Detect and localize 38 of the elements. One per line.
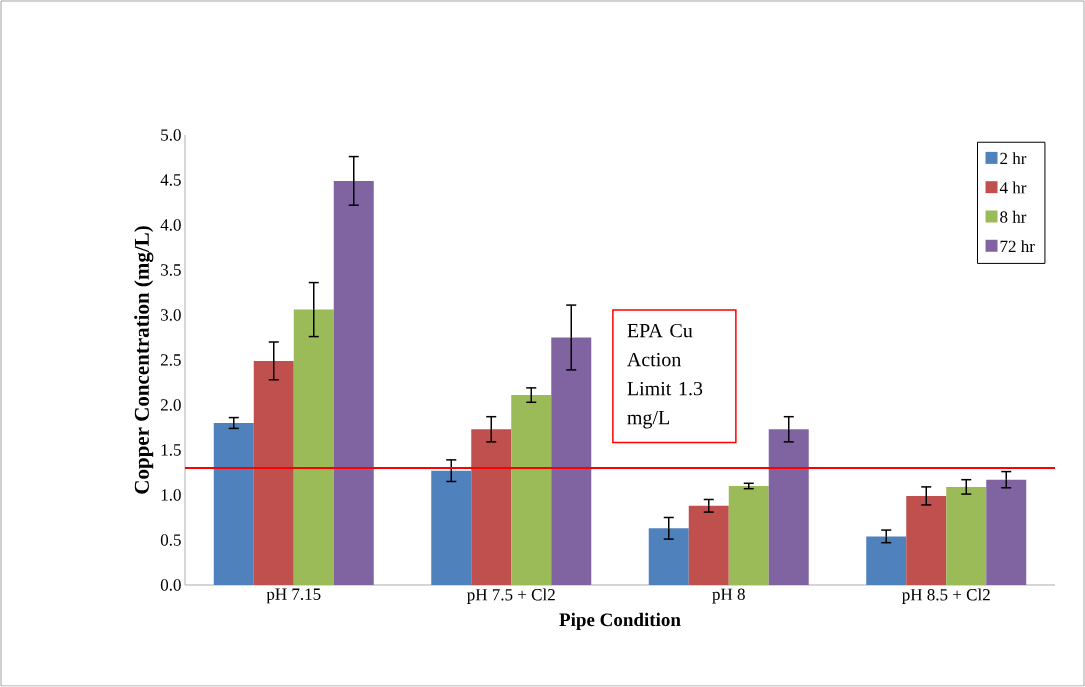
- y-tick-label: 2.5: [160, 354, 181, 366]
- y-tick-label: 1.0: [161, 489, 181, 501]
- bar: [648, 528, 689, 585]
- y-tick-label: 5.0: [161, 129, 181, 141]
- x-tick-label: pH 8.5 + Cl2: [902, 588, 990, 604]
- x-tick-label: pH 8: [712, 588, 745, 604]
- bar: [213, 422, 254, 585]
- x-tick-label: pH 7.5 + Cl2: [467, 588, 555, 604]
- legend-label: 72 hr: [1000, 240, 1035, 252]
- y-tick-label: 3.5: [161, 264, 181, 276]
- legend-label: 2 hr: [1000, 152, 1027, 165]
- legend-label: 8 hr: [1000, 210, 1027, 223]
- bar: [431, 470, 472, 585]
- y-tick-label: 4.0: [160, 219, 181, 231]
- bar: [551, 337, 592, 585]
- bar: [253, 360, 294, 585]
- bar: [906, 495, 947, 585]
- bar: [333, 180, 374, 585]
- bar: [471, 429, 512, 585]
- legend-label: 4 hr: [999, 181, 1027, 194]
- x-tick-label: pH 7.15: [266, 588, 321, 604]
- bar: [768, 429, 809, 585]
- bar: [688, 505, 729, 585]
- bar: [866, 536, 907, 585]
- bar: [728, 485, 769, 585]
- y-axis-title: Copper Concentration (mg/L): [134, 226, 154, 494]
- bar: [946, 486, 987, 585]
- x-axis-title: Pipe Condition: [559, 612, 681, 631]
- y-tick-label: 1.5: [161, 444, 181, 456]
- y-tick-label: 4.5: [160, 174, 181, 186]
- ref-line-label: EPA Cu Action Limit 1.3 mg/L: [627, 323, 703, 429]
- y-tick-label: 2.0: [160, 399, 181, 411]
- bar: [293, 309, 334, 585]
- y-tick-label: 3.0: [161, 309, 181, 321]
- y-tick-label: 0.5: [160, 534, 181, 546]
- y-tick-label: 0.0: [160, 579, 181, 591]
- bar: [511, 395, 552, 585]
- bar: [986, 479, 1027, 585]
